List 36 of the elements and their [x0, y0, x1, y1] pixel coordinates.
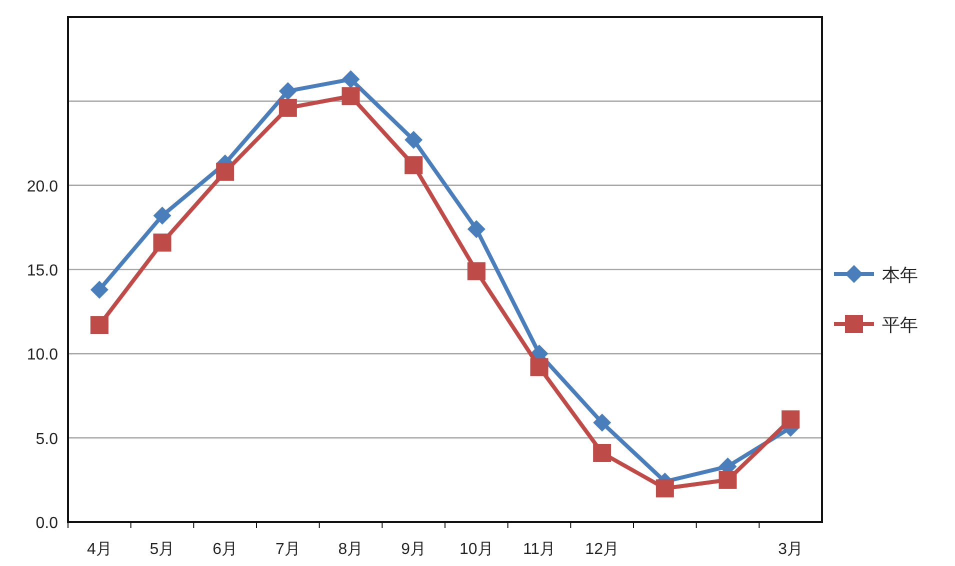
- x-tick-label: 6月: [212, 541, 238, 558]
- x-tick-label: 12月: [585, 541, 619, 558]
- point: [342, 70, 360, 88]
- y-tick-label: 0.0: [36, 515, 58, 532]
- x-tick-label: 4月: [86, 541, 112, 558]
- point: [278, 82, 297, 100]
- point: [216, 162, 234, 181]
- point: [404, 130, 423, 149]
- point: [153, 206, 172, 225]
- x-tick-label: 9月: [401, 541, 426, 558]
- point: [153, 234, 172, 252]
- point: [593, 414, 612, 432]
- point: [718, 470, 737, 489]
- y-tick-label: 10.0: [26, 346, 58, 364]
- point: [467, 262, 486, 280]
- x-tick-label: 10月: [460, 541, 494, 558]
- point: [90, 316, 108, 334]
- y-tick-label: 20.0: [26, 178, 58, 196]
- point: [342, 87, 360, 106]
- x-tick-label: 11月: [522, 541, 556, 558]
- point: [404, 156, 423, 174]
- point: [530, 358, 548, 376]
- point: [90, 280, 108, 299]
- legend-label: 本年: [882, 265, 918, 285]
- x-tick-label: 3月: [778, 541, 804, 558]
- point: [467, 220, 486, 238]
- point: [278, 98, 297, 117]
- point: [656, 479, 674, 498]
- point: [782, 410, 800, 428]
- y-tick-label: 5.0: [36, 430, 58, 448]
- x-tick-label: 7月: [275, 541, 300, 558]
- point: [593, 444, 612, 462]
- y-tick-label: 15.0: [26, 262, 58, 280]
- x-tick-label: 8月: [338, 541, 364, 558]
- x-tick-label: 5月: [150, 541, 175, 558]
- legend-label: 平年: [882, 315, 918, 335]
